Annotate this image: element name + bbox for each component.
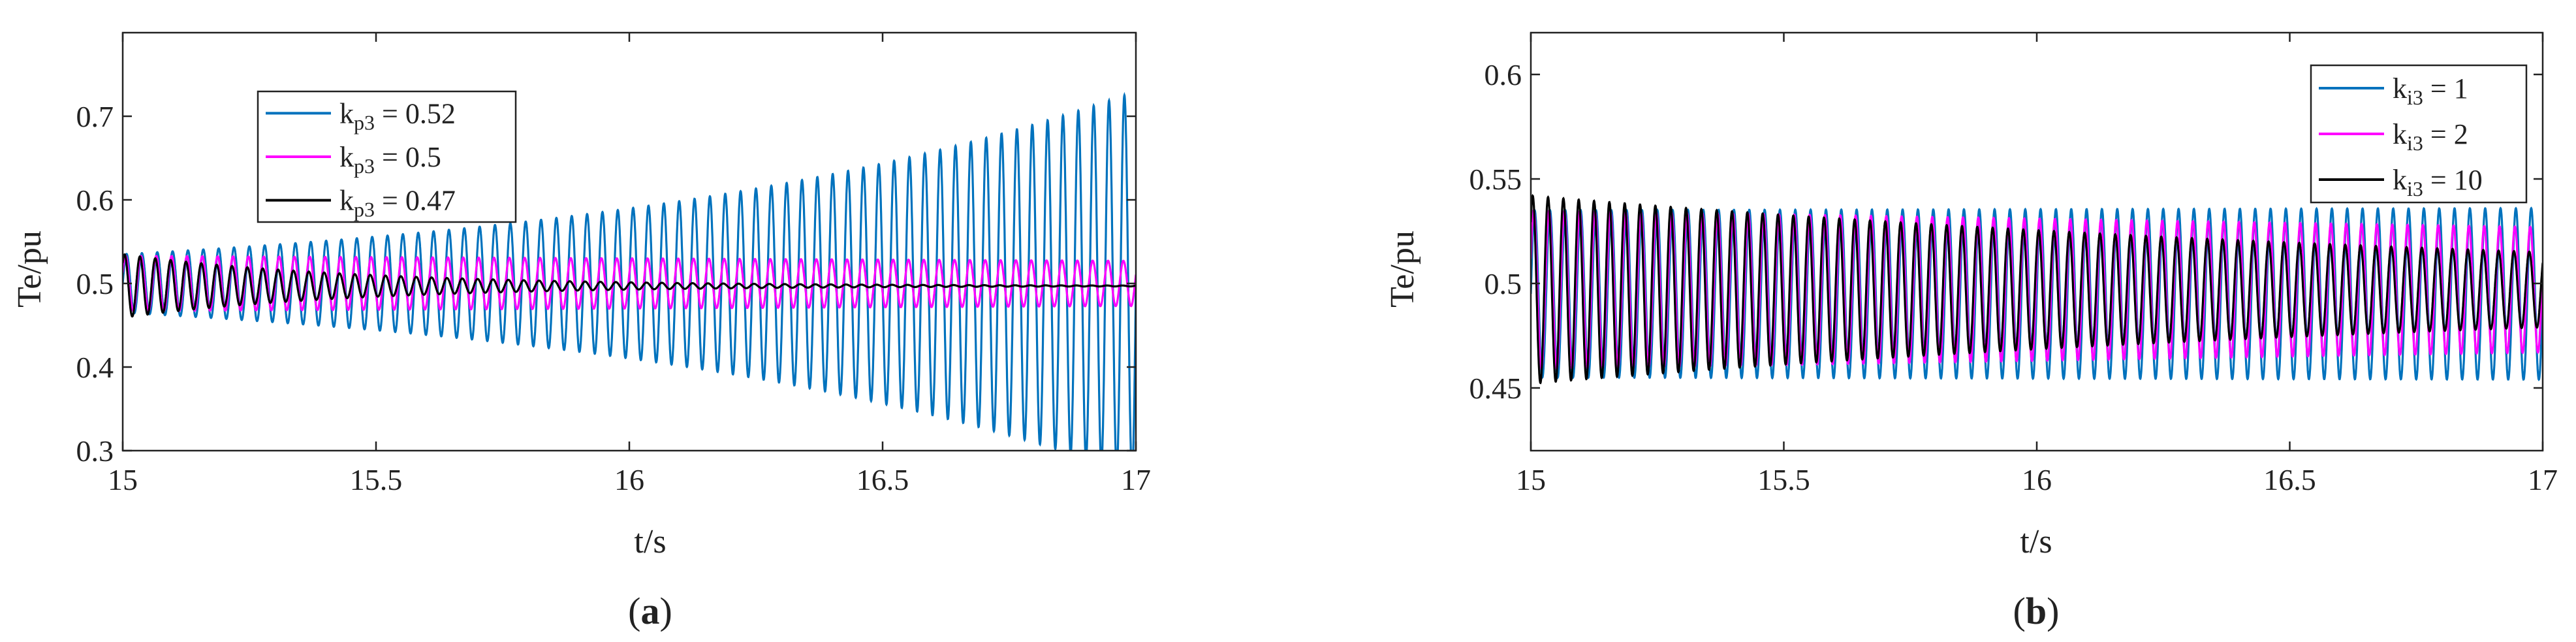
panel-b-legend-label-1: ki3 = 1 — [2393, 72, 2468, 109]
panel-a-ytick-label: 0.4 — [76, 351, 114, 384]
panel-b-xtick-label: 17 — [2528, 463, 2558, 496]
panel-b-legend-label-3: ki3 = 10 — [2393, 164, 2483, 201]
panel-b: Te/pu 0.450.50.550.6 15 15.5 16 16.5 17 t/s … — [1384, 31, 2558, 632]
panel-a-series-line-3 — [123, 253, 1136, 318]
panel-b-legend: ki3 = 1 ki3 = 2 ki3 = 10 — [2310, 64, 2528, 204]
panel-a-xtick-label: 16.5 — [856, 463, 909, 496]
panel-a-xtick-label: 16 — [614, 463, 644, 496]
panel-b-ytick-label: 0.5 — [1484, 267, 1522, 300]
panel-b-xlabel: t/s — [2020, 523, 2052, 560]
panel-b-xtick-label: 15.5 — [1757, 463, 1810, 496]
panel-b-xtick-label: 16 — [2022, 463, 2052, 496]
panel-a-xtick-label: 15 — [108, 463, 138, 496]
panel-a-ylabel: Te/pu — [11, 231, 48, 308]
panel-a-legend-label-2: kp3 = 0.5 — [339, 141, 441, 178]
panel-a-x-ticks: 15 15.5 16 16.5 17 — [108, 33, 1151, 496]
panel-b-ytick-label: 0.45 — [1469, 372, 1522, 405]
panel-a-xtick-label: 17 — [1121, 463, 1151, 496]
panel-a-caption: (a) — [628, 590, 672, 632]
panel-a-xlabel: t/s — [634, 523, 666, 560]
panel-a-legend-label-1: kp3 = 0.52 — [339, 97, 456, 134]
panel-a-ytick-label: 0.5 — [76, 267, 114, 300]
panel-b-xtick-label: 15 — [1516, 463, 1546, 496]
panel-a-ytick-label: 0.7 — [76, 100, 114, 133]
panel-a-y-ticks: 0.3 0.4 0.5 0.6 0.7 — [76, 100, 1136, 468]
panel-a-xtick-label: 15.5 — [350, 463, 403, 496]
panel-b-series-line-1 — [1531, 206, 2543, 381]
panel-b-y-ticks: 0.45 0.5 0.55 0.6 — [1469, 58, 2543, 405]
panel-b-x-ticks: 15 15.5 16 16.5 17 — [1516, 33, 2558, 496]
panel-a-legend: kp3 = 0.52 kp3 = 0.5 kp3 = 0.47 — [257, 90, 517, 223]
panel-b-xtick-label: 16.5 — [2263, 463, 2316, 496]
panel-b-ytick-label: 0.55 — [1469, 163, 1522, 196]
panel-b-ylabel: Te/pu — [1384, 231, 1421, 308]
panel-b-ytick-label: 0.6 — [1484, 58, 1522, 91]
panel-b-series-line-3 — [1531, 193, 2543, 385]
panel-a-legend-label-3: kp3 = 0.47 — [339, 185, 456, 221]
panel-a-ytick-label: 0.3 — [76, 434, 114, 468]
panel-a: Te/pu 0.3 0.4 0.5 0.6 0.7 15 15.5 16 16.5 17 t/s… — [11, 31, 1151, 632]
panel-b-caption: (b) — [2013, 590, 2060, 632]
panel-a-ytick-label: 0.6 — [76, 184, 114, 217]
panel-b-legend-label-2: ki3 = 2 — [2393, 118, 2468, 155]
